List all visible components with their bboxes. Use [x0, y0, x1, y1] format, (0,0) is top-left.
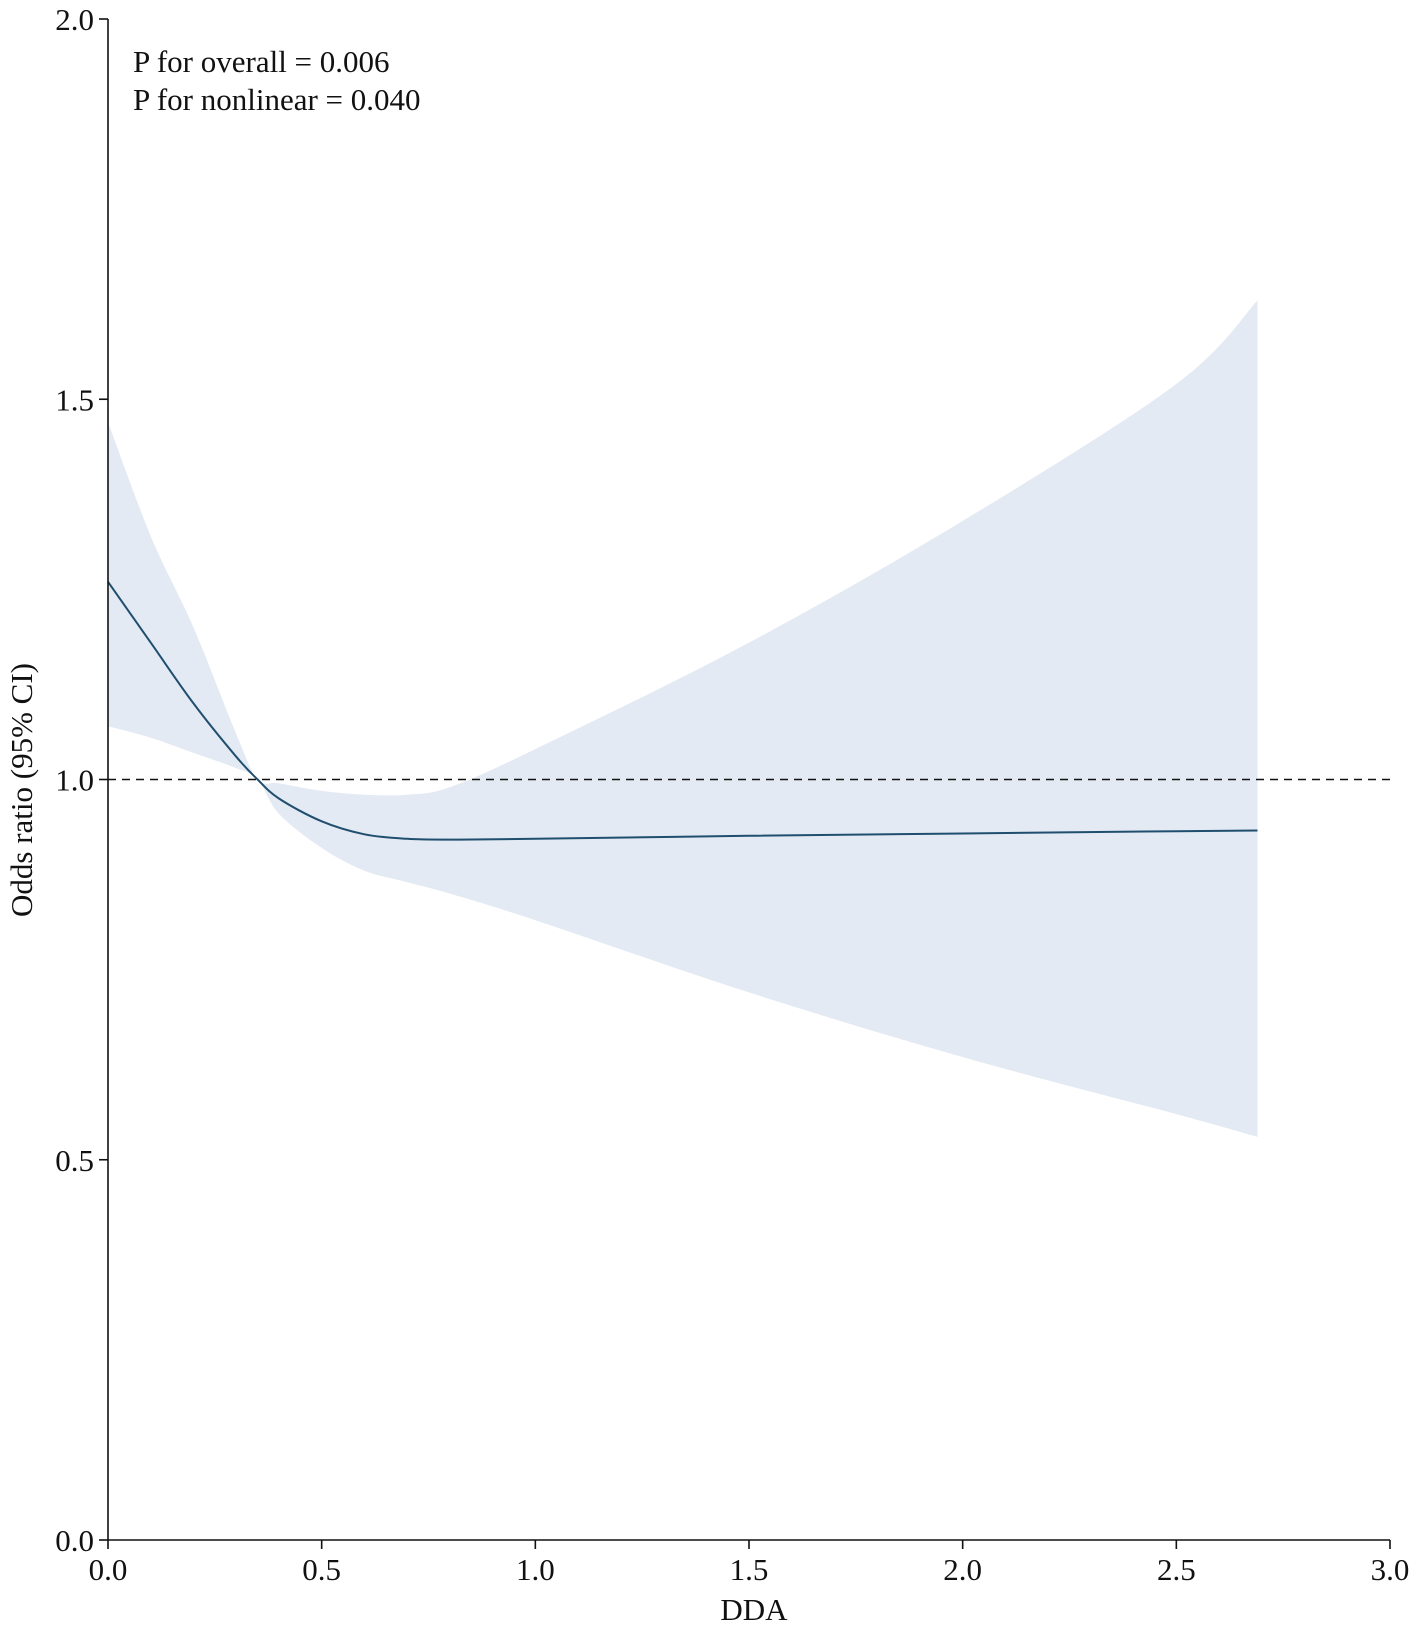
x-tick-label: 0.5 [302, 1552, 341, 1587]
x-tick-label: 3.0 [1371, 1552, 1410, 1587]
odds-ratio-line [107, 581, 1258, 841]
x-axis-title: DDA [720, 1592, 788, 1627]
y-tick-label: 1.5 [55, 382, 94, 417]
x-tick-label: 0.0 [89, 1552, 128, 1587]
y-tick-label: 1.0 [55, 763, 94, 798]
x-tick-label: 2.0 [943, 1552, 982, 1587]
p-overall-annotation: P for overall = 0.006 [133, 44, 390, 79]
x-tick-label: 1.0 [516, 1552, 555, 1587]
y-tick-label: 2.0 [55, 2, 94, 37]
y-tick-label: 0.5 [55, 1143, 94, 1178]
y-axis-title: Odds ratio (95% CI) [4, 663, 39, 917]
y-tick-label: 0.0 [55, 1523, 94, 1558]
x-tick-label: 1.5 [730, 1552, 769, 1587]
confidence-band [108, 300, 1258, 1137]
p-nonlinear-annotation: P for nonlinear = 0.040 [133, 82, 421, 117]
x-tick-label: 2.5 [1157, 1552, 1196, 1587]
